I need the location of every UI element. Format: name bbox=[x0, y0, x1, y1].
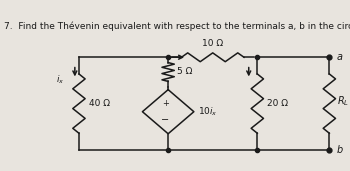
Text: +: + bbox=[162, 99, 169, 108]
Text: a: a bbox=[337, 52, 343, 62]
Text: 7.  Find the Thévenin equivalent with respect to the terminals a, b in the circu: 7. Find the Thévenin equivalent with res… bbox=[4, 22, 350, 31]
Text: $10i_x$: $10i_x$ bbox=[198, 106, 218, 118]
Text: 10 Ω: 10 Ω bbox=[202, 39, 223, 48]
Text: b: b bbox=[337, 145, 343, 155]
Text: $i_x$: $i_x$ bbox=[56, 74, 64, 86]
Text: 5 Ω: 5 Ω bbox=[177, 68, 192, 76]
Text: 20 Ω: 20 Ω bbox=[267, 99, 288, 108]
Text: $R_L$: $R_L$ bbox=[337, 94, 349, 108]
Text: −: − bbox=[161, 115, 169, 125]
Text: 40 Ω: 40 Ω bbox=[89, 99, 110, 108]
